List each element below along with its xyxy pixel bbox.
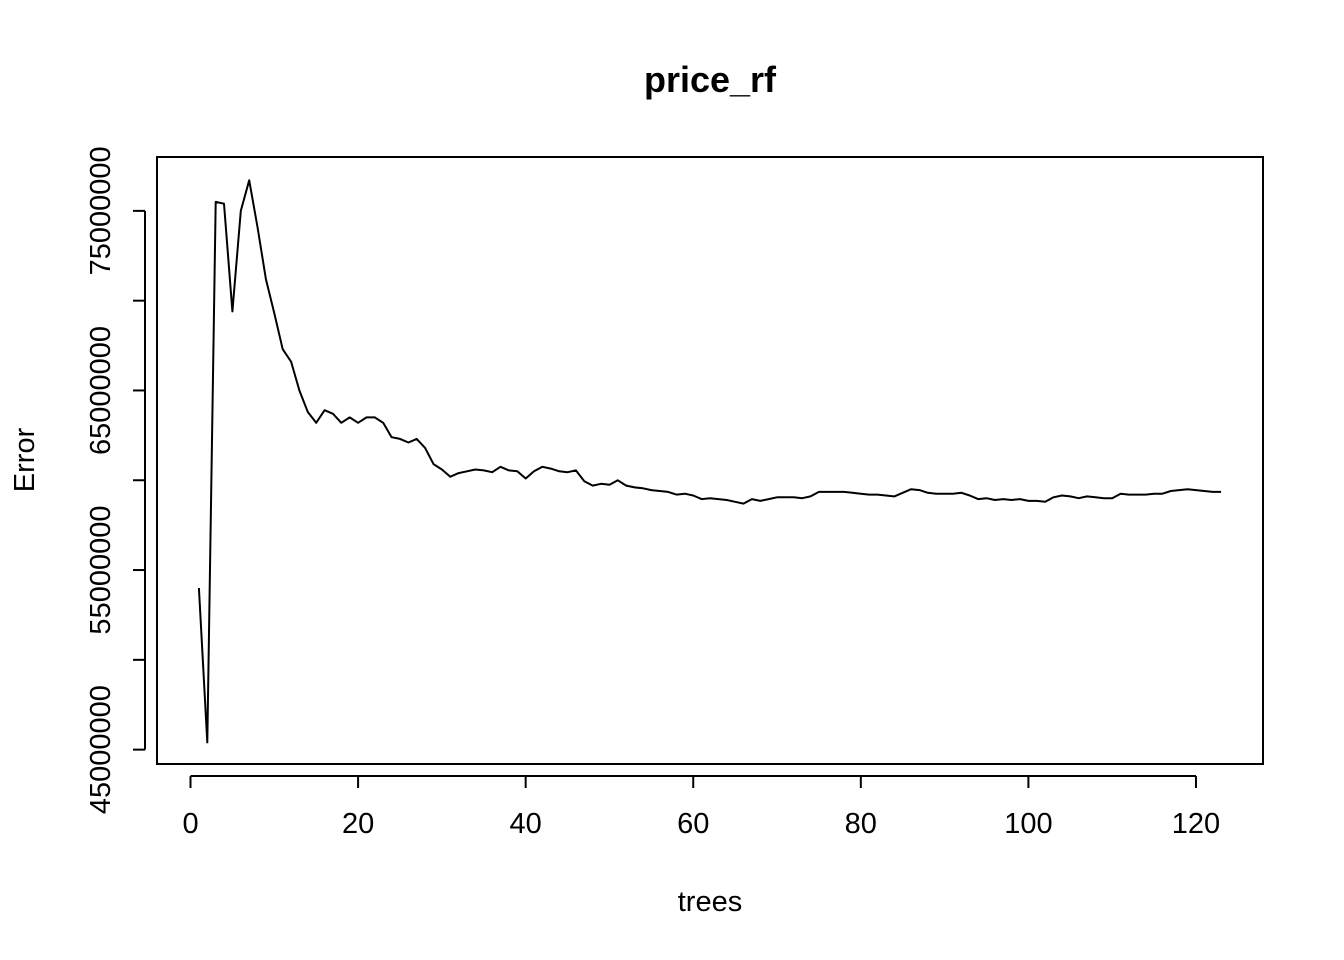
x-tick-label: 40 [510, 808, 542, 840]
x-tick-label: 60 [677, 808, 709, 840]
x-tick-label: 80 [845, 808, 877, 840]
series-layer [197, 179, 1222, 744]
y-axis-label: Error [9, 427, 41, 492]
chart-title: price_rf [644, 59, 777, 100]
y-tick-label: 65000000 [85, 326, 117, 455]
y-tick-label: 45000000 [85, 685, 117, 814]
x-tick-label: 0 [182, 808, 198, 840]
x-tick-label: 100 [1004, 808, 1052, 840]
y-axis: 45000000 55000000 65000000 75000000 [85, 146, 146, 814]
y-tick-label: 75000000 [85, 146, 117, 275]
series-line [197, 179, 1222, 744]
x-axis-label: trees [678, 886, 742, 918]
x-axis: 0 20 40 60 80 100 120 [182, 775, 1220, 840]
y-tick-label: 55000000 [85, 506, 117, 635]
plot-frame [156, 156, 1264, 765]
x-tick-label: 120 [1172, 808, 1220, 840]
x-tick-label: 20 [342, 808, 374, 840]
